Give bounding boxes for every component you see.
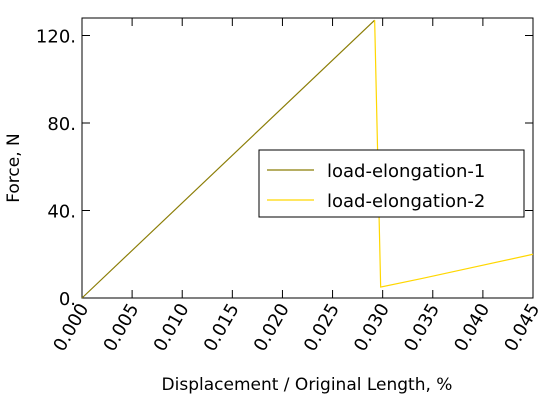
y-axis-label: Force, N (4, 133, 24, 203)
legend-label-1: load-elongation-1 (327, 161, 485, 182)
x-tick-label: 0.000 (49, 300, 93, 355)
x-tick-label: 0.035 (400, 300, 444, 355)
x-tick-label: 0.045 (500, 300, 544, 355)
y-tick-label: 80. (47, 114, 76, 135)
y-tick-label: 120. (36, 27, 76, 48)
x-tick-label: 0.010 (150, 300, 194, 355)
y-axis-ticks: 0. 40. 80. 120. (36, 27, 533, 310)
x-tick-label: 0.015 (200, 300, 244, 355)
x-tick-label: 0.025 (300, 300, 344, 355)
x-tick-label: 0.030 (350, 300, 394, 355)
legend-box (258, 149, 525, 218)
y-tick-label: 40. (47, 202, 76, 223)
x-tick-label: 0.005 (99, 300, 143, 355)
x-tick-label: 0.020 (250, 300, 294, 355)
legend-label-2: load-elongation-2 (327, 191, 485, 212)
x-axis-label: Displacement / Original Length, % (162, 375, 453, 395)
x-tick-label: 0.040 (450, 300, 494, 355)
legend: load-elongation-1 load-elongation-2 (258, 149, 525, 218)
y-tick-label: 0. (59, 289, 76, 310)
series-line-1 (81, 19, 376, 299)
